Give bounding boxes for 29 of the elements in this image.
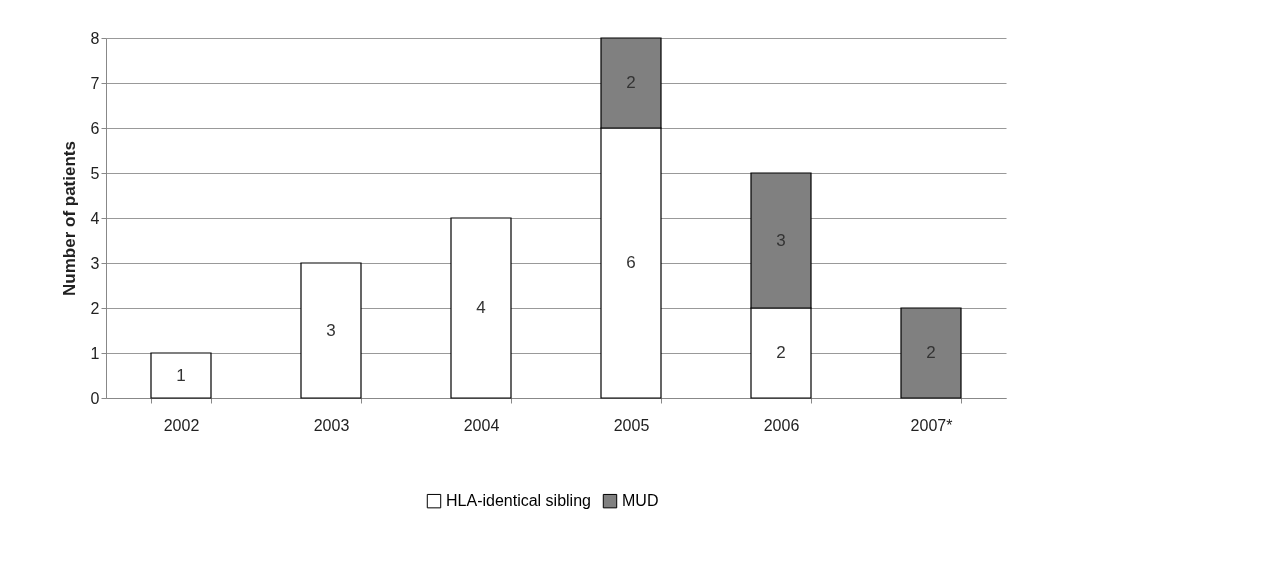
x-tick-label: 2004 [463,416,500,434]
y-tick-label: 2 [90,299,100,317]
data-label: 1 [176,365,186,385]
y-tick-label: 3 [90,254,100,272]
y-tick-label: 7 [90,74,100,92]
data-label: 4 [476,298,486,317]
data-label: 2 [626,73,636,92]
x-tick-label: 2005 [613,416,650,434]
y-tick-label: 4 [90,209,100,227]
x-tick-label: 2002 [163,416,200,434]
y-tick-label: 8 [90,29,100,47]
data-label: 2 [776,343,786,362]
legend-label: HLA-identical sibling [446,492,591,510]
y-tick-label: 1 [90,344,100,362]
x-tick-label: 2007* [910,416,953,434]
y-tick-label: 6 [90,119,100,137]
data-label: 6 [626,253,636,272]
y-tick-label: 5 [90,164,100,182]
x-tick-label: 2006 [763,416,800,434]
legend-label: MUD [622,492,659,510]
y-axis-title: Number of patients [59,141,79,296]
x-tick-label: 2003 [313,416,350,434]
data-label: 2 [926,343,936,362]
data-label: 3 [776,230,786,250]
bar [300,262,362,399]
bar [450,217,512,399]
data-label: 3 [326,320,336,340]
bar [150,352,212,399]
y-tick-label: 0 [90,389,100,407]
